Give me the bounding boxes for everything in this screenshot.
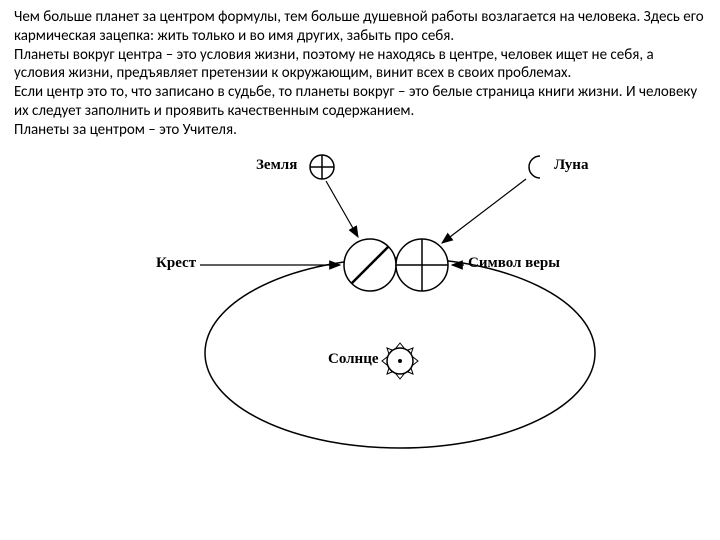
paragraph-1: Чем больше планет за центром формулы, те… [14,8,706,46]
paragraph-4: Планеты за центром – это Учителя. [14,121,706,140]
diagram-svg [0,143,720,463]
paragraph-2: Планеты вокруг центра – это условия жизн… [14,46,706,84]
orbit-ellipse [205,258,595,448]
moon-icon [529,156,540,178]
label-cross: Крест [156,255,196,272]
label-sun: Солнце [328,351,379,368]
sun-center-dot [398,359,402,363]
arrow-earth [326,181,358,237]
label-earth: Земля [256,157,297,174]
label-faith: Символ веры [468,255,560,272]
main-text: Чем больше планет за центром формулы, те… [0,0,720,143]
paragraph-3: Если центр это то, что записано в судьбе… [14,83,706,121]
arrow-moon [442,179,526,243]
diagram-container: Земля Луна Крест Символ веры Солнце [0,143,720,463]
label-moon: Луна [554,157,588,174]
